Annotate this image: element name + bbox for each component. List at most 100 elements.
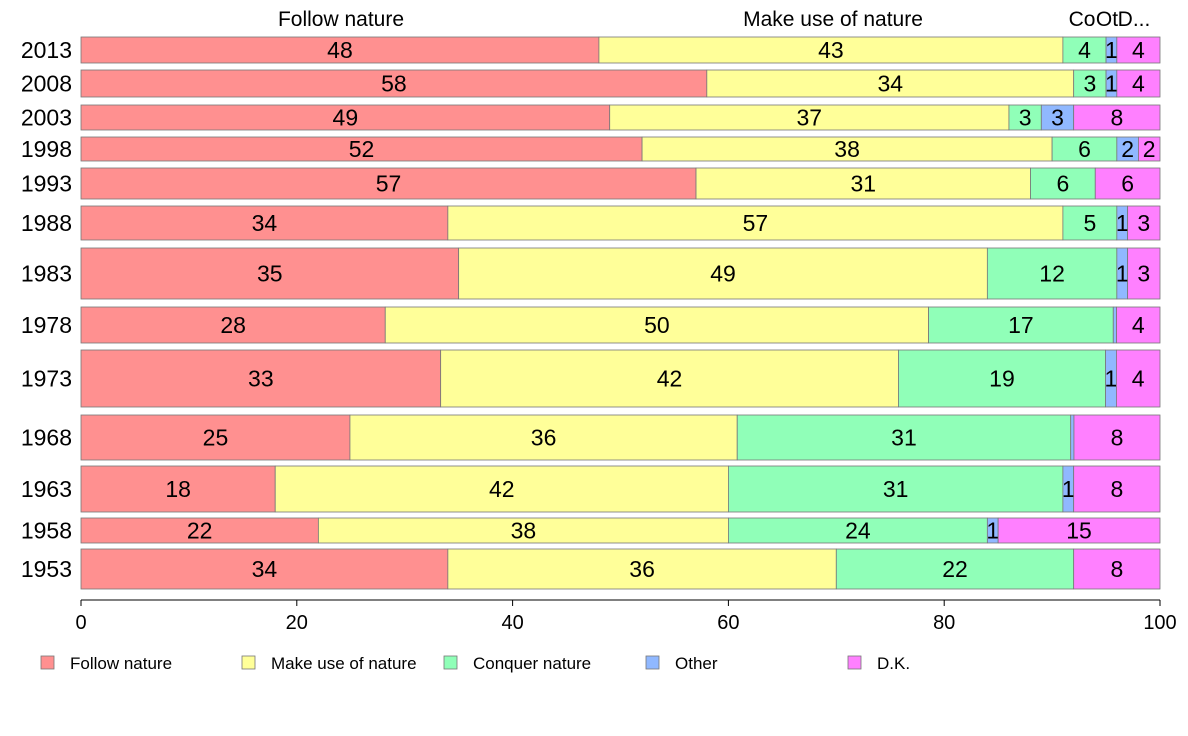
bar-segment — [598, 36, 1064, 64]
bar-segment — [1062, 205, 1118, 241]
bar-segment — [1094, 167, 1161, 200]
data-label: 3 — [1019, 105, 1032, 131]
data-label: 2 — [1121, 136, 1134, 162]
bar-segment — [997, 517, 1161, 544]
bar-segment — [349, 414, 738, 461]
data-label: 4 — [1078, 37, 1091, 63]
data-label: 52 — [349, 136, 375, 162]
data-label: 31 — [850, 171, 876, 197]
data-label: 1 — [1105, 366, 1118, 392]
bar-segment — [1073, 69, 1107, 98]
category-label: 1953 — [21, 556, 72, 582]
data-label: 8 — [1110, 105, 1123, 131]
data-label: 49 — [710, 261, 736, 287]
category-label: 1973 — [21, 366, 72, 392]
bar-segment — [736, 414, 1072, 461]
bar-segment — [1008, 104, 1042, 131]
legend-swatch — [40, 655, 55, 670]
data-label: 8 — [1111, 425, 1124, 451]
legend-label: Make use of nature — [271, 654, 417, 673]
data-label: 8 — [1110, 556, 1123, 582]
x-tick-label: 100 — [1143, 612, 1176, 634]
category-label: 1963 — [21, 476, 72, 502]
data-label: 58 — [381, 71, 407, 97]
bar-segment — [1070, 414, 1075, 461]
data-label: 36 — [629, 556, 655, 582]
data-label: 34 — [252, 210, 278, 236]
bar-segment — [1138, 136, 1161, 162]
x-tick-label: 40 — [501, 612, 523, 634]
bar-segment — [80, 306, 386, 344]
data-label: 6 — [1121, 171, 1134, 197]
category-label: 1978 — [21, 312, 72, 338]
data-label: 34 — [877, 71, 903, 97]
bar-segment — [1116, 36, 1161, 64]
category-label: 1993 — [21, 171, 72, 197]
data-label: 4 — [1132, 366, 1145, 392]
data-label: 28 — [220, 312, 246, 338]
bar-segment — [1030, 167, 1096, 200]
legend-label: Other — [675, 654, 718, 673]
bar-segment — [1062, 36, 1107, 64]
bar-segment — [1116, 349, 1161, 408]
bar-segment — [274, 465, 729, 513]
bar-segment — [447, 205, 1064, 241]
bar-segment — [641, 136, 1053, 162]
data-label: 8 — [1110, 476, 1123, 502]
data-label: 1 — [1062, 476, 1075, 502]
data-label: 37 — [797, 105, 823, 131]
top-series-label: Make use of nature — [743, 8, 923, 31]
data-label: 38 — [834, 136, 860, 162]
bar-segment — [1116, 69, 1161, 98]
data-label: 36 — [531, 425, 557, 451]
legend-swatch — [241, 655, 256, 670]
bar-segment — [986, 247, 1118, 300]
bar-segment — [80, 167, 697, 200]
legend-label: Conquer nature — [473, 654, 591, 673]
data-label: 33 — [248, 366, 274, 392]
bar-segment — [1127, 205, 1161, 241]
data-label: 38 — [511, 518, 537, 544]
bar-segment — [80, 205, 449, 241]
data-label: 1 — [986, 518, 999, 544]
bar-segment — [1116, 306, 1161, 344]
data-label: 4 — [1132, 37, 1145, 63]
bar-segment — [80, 517, 319, 544]
data-label: 3 — [1083, 71, 1096, 97]
bar-segment — [706, 69, 1075, 98]
data-label: 1 — [1105, 37, 1118, 63]
bar-segment — [80, 247, 460, 300]
data-label: 57 — [376, 171, 402, 197]
data-label: 24 — [845, 518, 871, 544]
x-tick-label: 60 — [717, 612, 739, 634]
category-label: 2008 — [21, 71, 72, 97]
bar-segment — [80, 36, 600, 64]
data-label: 50 — [644, 312, 670, 338]
data-label: 4 — [1132, 312, 1145, 338]
data-label: 2 — [1143, 136, 1156, 162]
bar-segment — [728, 465, 1064, 513]
data-label: 31 — [891, 425, 917, 451]
bar-segment — [384, 306, 929, 344]
bar-segment — [695, 167, 1031, 200]
data-label: 48 — [327, 37, 353, 63]
data-label: 6 — [1078, 136, 1091, 162]
category-label: 1983 — [21, 261, 72, 287]
data-label: 42 — [489, 476, 515, 502]
bar-segment — [1040, 104, 1075, 131]
data-label: 5 — [1083, 210, 1096, 236]
data-label: 31 — [883, 476, 909, 502]
bar-segment — [1112, 306, 1117, 344]
bar-segment — [80, 69, 708, 98]
data-label: 17 — [1008, 312, 1034, 338]
category-label: 1998 — [21, 136, 72, 162]
data-label: 1 — [1105, 71, 1118, 97]
top-series-label: Co — [1069, 8, 1096, 31]
legend-label: D.K. — [877, 654, 910, 673]
data-label: 3 — [1137, 261, 1150, 287]
data-label: 19 — [989, 366, 1015, 392]
data-label: 4 — [1132, 71, 1145, 97]
data-label: 35 — [257, 261, 283, 287]
